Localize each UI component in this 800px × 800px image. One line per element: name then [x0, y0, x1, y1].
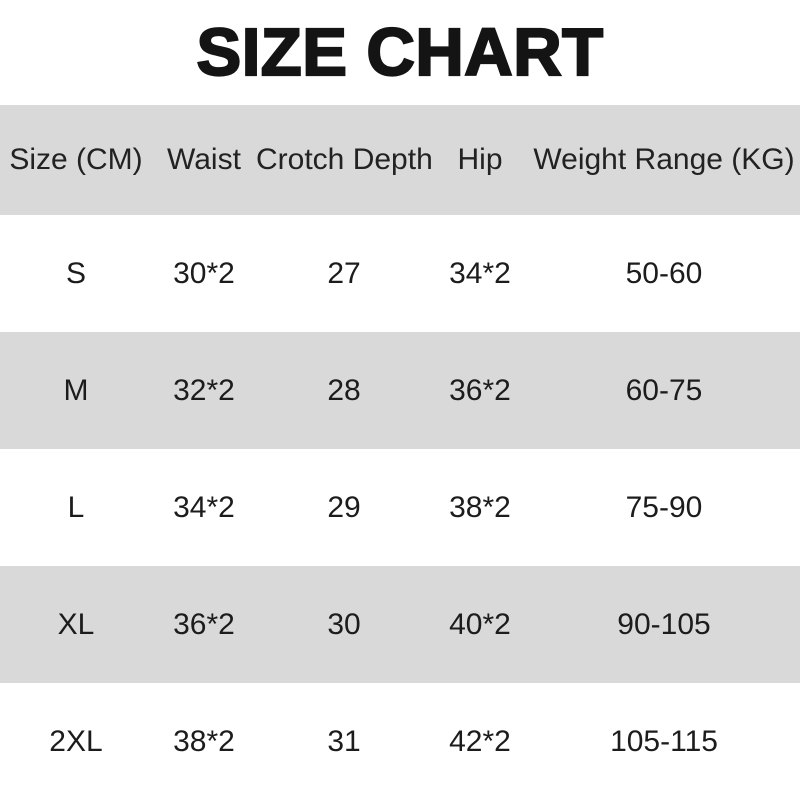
table-row-xl: XL 36*2 30 40*2 90-105: [0, 566, 800, 683]
waist-cell: 30*2: [173, 256, 235, 290]
table-row-s: S 30*2 27 34*2 50-60: [0, 215, 800, 332]
hip-cell: 36*2: [449, 373, 511, 407]
crotch-depth-cell: 30: [327, 607, 361, 641]
title-bar: SIZE CHART: [0, 0, 800, 105]
hip-cell: 34*2: [449, 256, 511, 290]
crotch-depth-cell: 31: [327, 724, 361, 758]
waist-cell: 36*2: [173, 607, 235, 641]
crotch-depth-cell: 27: [327, 256, 361, 290]
size-cell: XL: [57, 607, 95, 641]
hip-cell: 42*2: [449, 724, 511, 758]
column-header-waist: Waist: [167, 143, 241, 176]
column-header-weight-range: Weight Range (KG): [533, 143, 795, 176]
table-row-2xl: 2XL 38*2 31 42*2 105-115: [0, 683, 800, 800]
size-cell: L: [67, 490, 85, 524]
size-cell: M: [63, 373, 89, 407]
page-title: SIZE CHART: [195, 14, 604, 91]
weight-range-cell: 60-75: [625, 373, 703, 407]
column-header-hip: Hip: [457, 143, 503, 176]
size-cell: S: [65, 256, 86, 290]
waist-cell: 34*2: [173, 490, 235, 524]
crotch-depth-cell: 29: [327, 490, 361, 524]
size-cell: 2XL: [49, 724, 103, 758]
column-header-crotch-depth: Crotch Depth: [256, 143, 433, 176]
weight-range-cell: 105-115: [610, 724, 718, 758]
column-header-size: Size (CM): [9, 143, 143, 176]
waist-cell: 32*2: [173, 373, 235, 407]
table-row-l: L 34*2 29 38*2 75-90: [0, 449, 800, 566]
table-header-row: Size (CM) Waist Crotch Depth Hip Weight …: [0, 105, 800, 215]
hip-cell: 38*2: [449, 490, 511, 524]
crotch-depth-cell: 28: [327, 373, 361, 407]
size-table: Size (CM) Waist Crotch Depth Hip Weight …: [0, 105, 800, 800]
weight-range-cell: 90-105: [617, 607, 711, 641]
weight-range-cell: 75-90: [625, 490, 703, 524]
weight-range-cell: 50-60: [625, 256, 703, 290]
table-row-m: M 32*2 28 36*2 60-75: [0, 332, 800, 449]
hip-cell: 40*2: [449, 607, 511, 641]
waist-cell: 38*2: [173, 724, 235, 758]
